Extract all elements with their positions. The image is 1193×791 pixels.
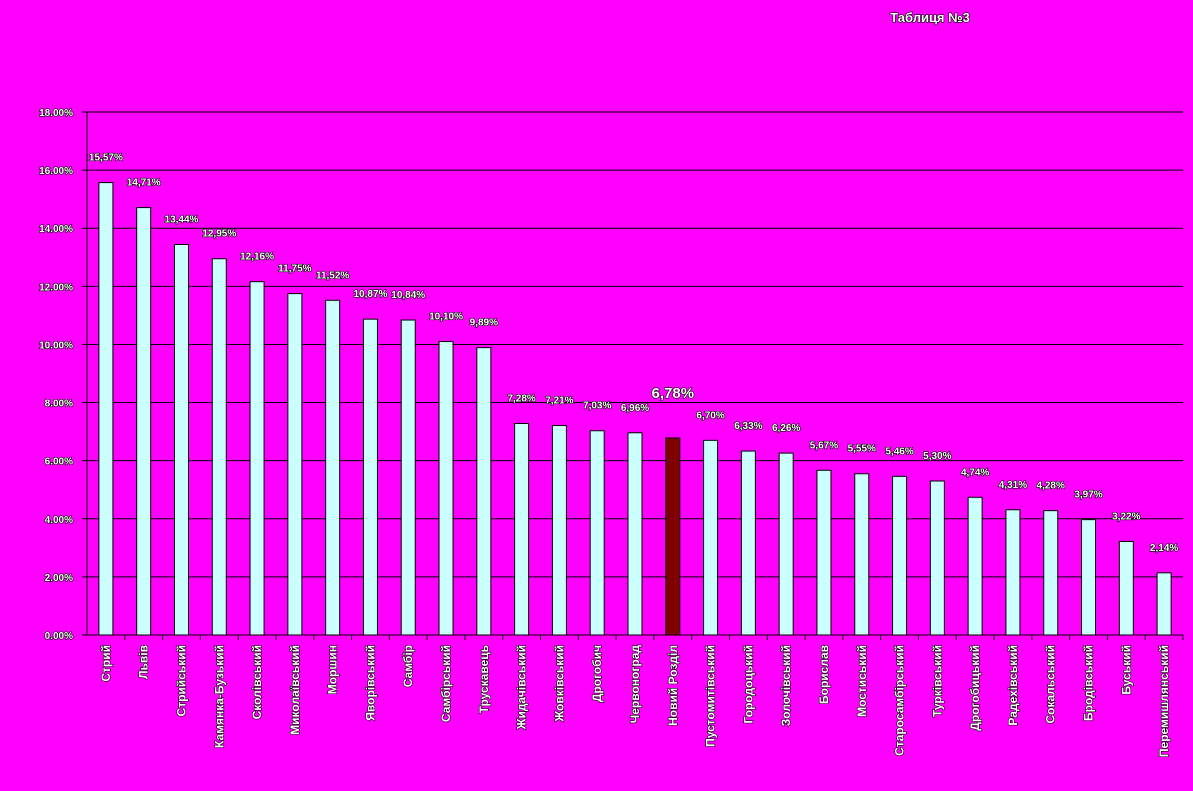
x-tick-label: Сокальський xyxy=(1044,645,1058,724)
value-label: 2,14% xyxy=(1150,543,1178,554)
value-label: 14,71% xyxy=(127,178,161,189)
bar xyxy=(665,437,681,636)
x-tick-label: Трускавець xyxy=(477,645,491,713)
bar xyxy=(476,347,492,636)
x-tick-label: Новий Розділ xyxy=(666,645,680,726)
value-label: 7,21% xyxy=(545,396,573,407)
value-label: 6,70% xyxy=(696,410,724,421)
x-tick-label: Дрогобицький xyxy=(968,645,982,731)
x-tick-label: Радехівський xyxy=(1006,645,1020,726)
bar xyxy=(778,452,794,636)
value-label: 12,95% xyxy=(202,229,236,240)
x-tick-label: Моршин xyxy=(326,645,340,694)
bar xyxy=(589,430,605,636)
bar xyxy=(703,439,719,636)
bar xyxy=(98,182,114,636)
x-tick-label: Золочівський xyxy=(779,645,793,726)
y-tick-label: 12.00% xyxy=(39,282,73,293)
value-label: 10,84% xyxy=(391,290,425,301)
x-tick-label: Самбір xyxy=(401,645,415,687)
value-label: 7,03% xyxy=(583,401,611,412)
bar xyxy=(211,258,227,636)
chart-title: Таблиця №3 xyxy=(890,10,970,25)
y-tick-label: 18.00% xyxy=(39,108,73,119)
value-label: 10,10% xyxy=(429,312,463,323)
x-tick-label: Борислав xyxy=(817,645,831,704)
bar xyxy=(400,319,416,636)
value-label: 4,74% xyxy=(961,467,989,478)
bar xyxy=(514,422,530,636)
value-label: 3,22% xyxy=(1112,511,1140,522)
x-tick-label: Жовківський xyxy=(552,645,566,723)
value-label: 15,57% xyxy=(89,153,123,164)
value-label: 9,89% xyxy=(470,318,498,329)
bar xyxy=(854,473,870,636)
bar xyxy=(892,475,908,636)
bar xyxy=(551,425,567,636)
bar xyxy=(1005,509,1021,636)
x-tick-label: Стрий xyxy=(99,645,113,682)
x-tick-label: Пустомитівський xyxy=(704,645,718,747)
x-tick-label: Дрогобич xyxy=(590,645,604,702)
x-tick-label: Стрийський xyxy=(174,645,188,716)
y-tick-label: 10.00% xyxy=(39,340,73,351)
y-tick-label: 8.00% xyxy=(45,399,73,410)
value-label: 13,44% xyxy=(165,214,199,225)
value-label: 5,55% xyxy=(848,444,876,455)
bar xyxy=(627,432,643,636)
value-label: 10,87% xyxy=(353,289,387,300)
bar xyxy=(740,450,756,636)
x-tick-label: Мостиський xyxy=(855,645,869,717)
bar xyxy=(136,207,152,636)
y-tick-label: 4.00% xyxy=(45,515,73,526)
bar xyxy=(287,293,303,636)
x-tick-label: Самбірський xyxy=(439,645,453,722)
x-tick-label: Камянка-Бузький xyxy=(212,645,226,748)
x-tick-label: Перемишлянський xyxy=(1157,645,1171,757)
y-tick-label: 16.00% xyxy=(39,166,73,177)
value-label: 11,52% xyxy=(316,270,349,281)
value-label: 5,46% xyxy=(885,446,913,457)
x-tick-label: Львів xyxy=(137,645,151,679)
x-tick-label: Буський xyxy=(1119,645,1133,695)
y-tick-label: 14.00% xyxy=(39,224,73,235)
value-label: 6,26% xyxy=(772,423,800,434)
value-label: 4,28% xyxy=(1037,481,1065,492)
value-label: 12,16% xyxy=(240,252,274,263)
x-tick-label: Бродівський xyxy=(1082,645,1096,721)
value-label: 5,67% xyxy=(810,440,838,451)
y-tick-label: 0.00% xyxy=(45,631,73,642)
x-tick-label: Городоцький xyxy=(741,645,755,724)
y-tick-label: 6.00% xyxy=(45,457,73,468)
bar xyxy=(1118,540,1134,636)
value-label: 6,78% xyxy=(652,385,695,402)
bar xyxy=(1156,572,1172,636)
bar xyxy=(362,318,378,636)
value-label: 11,75% xyxy=(278,264,311,275)
bar xyxy=(1043,510,1059,636)
bar xyxy=(325,299,341,636)
x-tick-label: Турківський xyxy=(930,645,944,717)
x-tick-label: Старосамбірський xyxy=(893,645,907,756)
bar xyxy=(173,243,189,636)
bar xyxy=(967,496,983,636)
value-label: 7,28% xyxy=(507,393,535,404)
x-tick-label: Жидачівський xyxy=(515,645,529,730)
y-tick-label: 2.00% xyxy=(45,573,73,584)
bar xyxy=(929,480,945,636)
value-label: 5,30% xyxy=(923,451,951,462)
bar xyxy=(816,469,832,636)
x-tick-label: Яворівський xyxy=(363,645,377,721)
x-tick-label: Сколівський xyxy=(250,645,264,719)
value-label: 3,97% xyxy=(1074,490,1102,501)
x-tick-label: Червоноград xyxy=(628,645,642,724)
bar xyxy=(249,281,265,636)
value-label: 6,96% xyxy=(621,403,649,414)
value-label: 6,33% xyxy=(734,421,762,432)
bar xyxy=(1081,519,1097,636)
x-tick-label: Миколаївський xyxy=(288,645,302,735)
value-label: 4,31% xyxy=(999,480,1027,491)
bar xyxy=(438,341,454,636)
